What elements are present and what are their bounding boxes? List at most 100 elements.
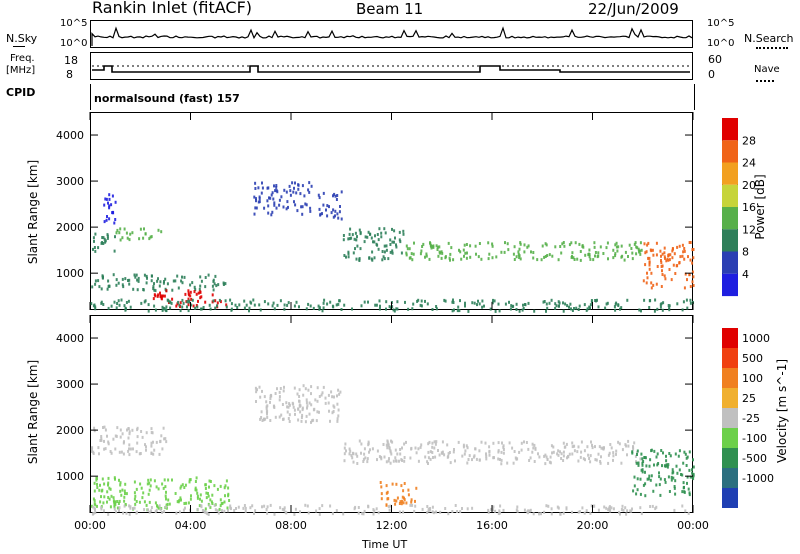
power-cell [153,282,155,286]
velocity-cell [278,390,281,394]
power-cell [179,309,182,313]
power-cell [521,308,524,312]
velocity-cell [93,502,96,506]
velocity-cell [428,440,431,444]
power-cell [627,255,629,258]
velocity-cell [619,512,621,516]
y-tick-label: 3000 [56,378,84,391]
velocity-cell [560,457,563,460]
velocity-cell [362,460,365,463]
velocity-cell [411,503,414,507]
velocity-cell [429,450,432,454]
velocity-cell [342,512,345,516]
power-cell [558,301,561,305]
power-cell [149,235,152,239]
velocity-cell [297,418,300,422]
nsky-tick-bottom: 10^0 [60,38,88,49]
velocity-cell [577,510,580,514]
velocity-cell [318,395,321,398]
power-cell [639,241,642,245]
power-cell [245,303,248,307]
power-cell [154,308,157,312]
velocity-cell [402,510,405,514]
velocity-cell [136,426,139,430]
velocity-cell [426,505,429,508]
velocity-cell [390,452,393,456]
power-cell [578,242,581,246]
power-cell [617,245,620,249]
velocity-cell [134,494,137,498]
velocity-cell [92,450,95,454]
velocity-cell [386,446,389,450]
velocity-cell [182,508,185,512]
power-cell [254,187,257,190]
velocity-cell [178,510,181,514]
velocity-cell [490,507,493,511]
velocity-cell [140,486,143,490]
velocity-cell [299,510,301,514]
velocity-cell [150,452,153,455]
velocity-cell [148,500,151,504]
velocity-cell [672,476,675,480]
power-cell [555,304,558,308]
power-cell [429,242,432,246]
power-cell [685,298,688,302]
velocity-cell [305,401,308,405]
velocity-cell [550,507,553,511]
power-cell [255,197,257,201]
velocity-cell [675,464,678,468]
power-cell [153,288,156,292]
velocity-cell [598,445,601,449]
power-cell [409,256,412,260]
colorbar-segment [722,488,738,508]
velocity-cell [641,470,644,474]
power-cell [458,248,460,252]
power-cell [367,300,369,304]
y-tick-label: 4000 [56,332,84,345]
velocity-cell [427,507,430,511]
velocity-cell [184,483,187,487]
velocity-cell [164,485,167,489]
velocity-cell [344,442,347,446]
velocity-cell [665,459,668,463]
velocity-cell [660,449,663,452]
velocity-cell [467,458,470,461]
velocity-cell [107,512,110,516]
velocity-cell [499,504,502,508]
power-cell [303,194,306,198]
velocity-cell [417,459,420,463]
power-cell [135,273,138,277]
power-cell [187,297,190,301]
velocity-cell [599,461,602,465]
velocity-cell [502,444,505,448]
power-cell [370,236,373,240]
power-cell [393,240,395,244]
velocity-cell [441,440,444,444]
power-cell [163,294,166,298]
power-cell [465,243,468,246]
power-cell [373,240,376,244]
velocity-cell [128,443,131,447]
power-cell [102,303,105,306]
velocity-cell [691,475,694,479]
velocity-cell [141,496,144,500]
power-cell [139,227,142,231]
power-cell [286,303,289,307]
power-cell [494,309,497,313]
velocity-cell [502,508,505,512]
power-cell [405,253,408,257]
power-cell [378,299,381,303]
velocity-cell [523,508,526,512]
velocity-cell [107,481,110,485]
power-cell [661,252,664,256]
power-cell [660,254,662,258]
velocity-cell [128,512,131,516]
power-cell [570,241,573,245]
velocity-cell [497,457,500,461]
velocity-cell [125,511,128,515]
power-cell [483,304,485,308]
velocity-cell [91,449,93,453]
power-cell [463,254,465,258]
power-cell [605,246,608,250]
power-cell [194,288,197,292]
